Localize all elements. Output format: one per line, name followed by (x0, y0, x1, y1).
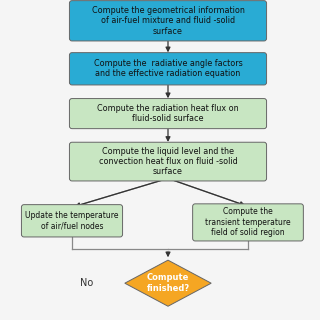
FancyBboxPatch shape (69, 52, 267, 85)
FancyBboxPatch shape (69, 1, 267, 41)
Text: Update the temperature
of air/fuel nodes: Update the temperature of air/fuel nodes (25, 211, 119, 230)
Text: Compute the
transient temperature
field of solid region: Compute the transient temperature field … (205, 207, 291, 237)
Text: Compute the liquid level and the
convection heat flux on fluid -solid
surface: Compute the liquid level and the convect… (99, 147, 237, 177)
Text: Compute the radiation heat flux on
fluid-solid surface: Compute the radiation heat flux on fluid… (97, 104, 239, 123)
Text: Compute the geometrical information
of air-fuel mixture and fluid -solid
surface: Compute the geometrical information of a… (92, 6, 244, 36)
Text: Compute
finished?: Compute finished? (147, 274, 189, 293)
FancyBboxPatch shape (69, 142, 267, 181)
FancyBboxPatch shape (193, 204, 303, 241)
FancyBboxPatch shape (69, 99, 267, 129)
Polygon shape (125, 260, 211, 306)
Text: No: No (80, 278, 93, 288)
FancyBboxPatch shape (21, 205, 123, 237)
Text: Compute the  radiative angle factors
and the effective radiation equation: Compute the radiative angle factors and … (94, 59, 242, 78)
